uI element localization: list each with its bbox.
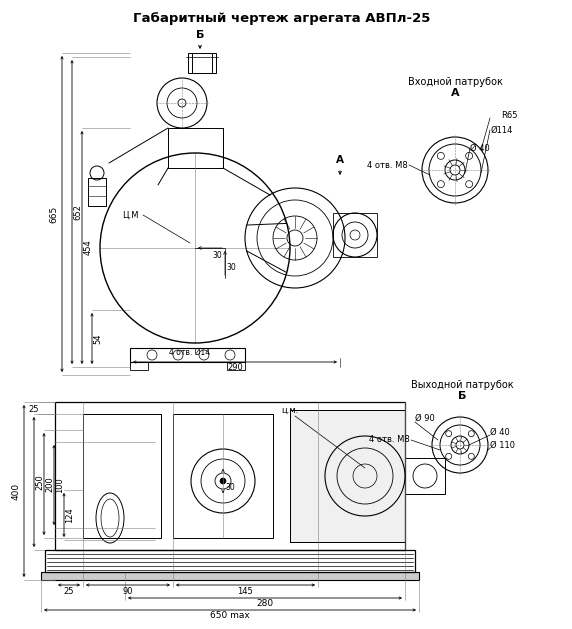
Text: R65: R65 (501, 111, 518, 121)
Text: Ø 90: Ø 90 (415, 413, 435, 423)
Bar (45, 550, 415, 572)
Bar (188, 53, 216, 73)
Circle shape (220, 478, 226, 484)
Text: 280: 280 (256, 599, 273, 608)
Bar (88, 178, 106, 206)
Text: Ø 40: Ø 40 (470, 143, 490, 152)
Text: Ц.М: Ц.М (122, 211, 138, 220)
Text: 290: 290 (227, 364, 243, 372)
Bar (55, 402, 405, 550)
Bar (173, 414, 273, 538)
Text: Выходной патрубок: Выходной патрубок (411, 380, 513, 390)
Text: Габаритный чертеж агрегата АВПл-25: Габаритный чертеж агрегата АВПл-25 (133, 12, 431, 25)
Text: Ø 110: Ø 110 (490, 440, 515, 450)
Text: 25: 25 (29, 406, 39, 415)
Bar (290, 410, 405, 542)
Bar (130, 362, 148, 370)
Text: 100: 100 (55, 477, 65, 493)
Text: 145: 145 (237, 586, 253, 596)
Text: Ø 40: Ø 40 (490, 428, 510, 437)
Bar (41, 572, 419, 580)
Text: 90: 90 (123, 586, 133, 596)
Text: 4 отв. Ø14: 4 отв. Ø14 (169, 347, 210, 357)
Text: ц.м.: ц.м. (281, 406, 299, 415)
Text: А: А (336, 155, 344, 165)
Text: 30: 30 (212, 252, 222, 260)
Bar (130, 348, 245, 362)
Text: 454: 454 (84, 240, 93, 255)
Text: 54: 54 (93, 333, 102, 344)
Bar (405, 458, 445, 494)
Text: 4 отв. М8: 4 отв. М8 (367, 160, 408, 169)
Text: 652: 652 (73, 204, 82, 220)
Text: Б: Б (196, 30, 204, 40)
Text: Ø114: Ø114 (491, 126, 514, 135)
Text: Входной патрубок: Входной патрубок (408, 77, 502, 87)
Bar (333, 213, 377, 257)
Bar (83, 414, 161, 538)
Text: 250: 250 (35, 474, 45, 490)
Bar (168, 128, 223, 168)
Bar (227, 362, 245, 370)
Text: А: А (451, 88, 459, 98)
Text: 30: 30 (226, 264, 236, 272)
Text: 650 max: 650 max (210, 611, 250, 620)
Text: 665: 665 (50, 206, 58, 223)
Text: 124: 124 (66, 507, 74, 523)
Text: 30: 30 (225, 484, 235, 493)
Text: 25: 25 (63, 586, 74, 596)
Text: 200: 200 (46, 476, 54, 492)
Bar (290, 410, 405, 542)
Text: 400: 400 (11, 482, 21, 499)
Text: Б: Б (458, 391, 466, 401)
Text: 4 отв. М8: 4 отв. М8 (370, 435, 410, 445)
